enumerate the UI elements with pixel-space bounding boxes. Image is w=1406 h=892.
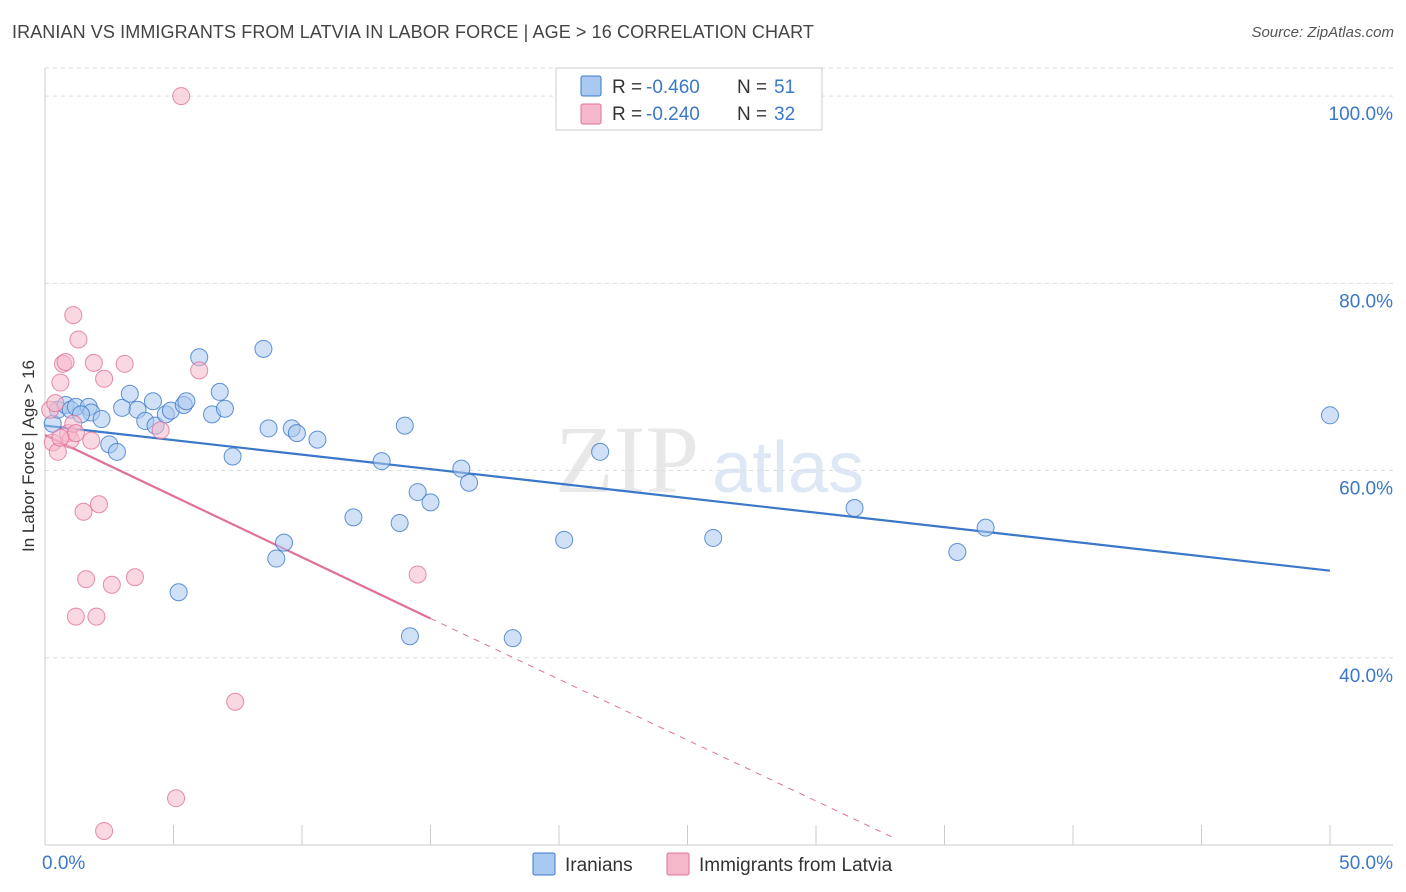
x-tick-label-min: 0.0%: [42, 853, 85, 874]
data-point-series-1: [172, 87, 191, 106]
bottom-legend-label-latvia: Immigrants from Latvia: [699, 855, 893, 876]
gridlines: [45, 67, 1393, 659]
data-point-series-0: [976, 518, 995, 537]
trend-line-series-1: [44, 433, 431, 620]
data-points: [41, 87, 1339, 840]
data-point-series-0: [344, 508, 363, 527]
data-point-series-0: [254, 339, 273, 358]
data-point-series-0: [372, 452, 391, 471]
data-point-series-1: [51, 428, 70, 447]
data-point-series-1: [190, 361, 209, 380]
bottom-legend-swatch-latvia: [666, 852, 690, 876]
legend-r-value-1: -0.460: [646, 77, 700, 98]
data-point-series-0: [287, 424, 306, 443]
data-point-series-0: [223, 447, 242, 466]
data-point-series-0: [210, 382, 229, 401]
data-point-series-0: [421, 493, 440, 512]
bottom-legend-label-iranians: Iranians: [565, 855, 633, 876]
data-point-series-1: [151, 421, 170, 440]
y-tick-label: 60.0%: [1339, 479, 1393, 500]
data-point-series-1: [87, 607, 106, 626]
legend-swatch-latvia: [580, 103, 602, 125]
watermark-atlas: atlas: [712, 428, 864, 508]
data-point-series-1: [82, 431, 101, 450]
y-tick-label: 100.0%: [1329, 104, 1394, 125]
data-point-series-1: [56, 352, 75, 371]
data-point-series-0: [308, 430, 327, 449]
data-point-series-0: [275, 533, 294, 552]
x-tick-label-max: 50.0%: [1339, 853, 1393, 874]
data-point-series-0: [948, 542, 967, 561]
data-point-series-1: [89, 495, 108, 514]
data-point-series-0: [177, 392, 196, 411]
data-point-series-0: [408, 483, 427, 502]
data-point-series-1: [95, 821, 114, 840]
axes: [44, 68, 1393, 846]
data-point-series-1: [69, 330, 88, 349]
data-point-series-0: [259, 419, 278, 438]
data-point-series-0: [460, 473, 479, 492]
data-point-series-0: [215, 399, 234, 418]
data-point-series-1: [95, 369, 114, 388]
data-point-series-1: [77, 570, 96, 589]
data-point-series-1: [64, 306, 83, 325]
data-point-series-1: [408, 565, 427, 584]
data-point-series-0: [267, 549, 286, 568]
data-point-series-1: [51, 373, 70, 392]
legend-n-label-2: N =: [737, 104, 767, 125]
data-point-series-0: [107, 442, 126, 461]
bottom-legend-swatch-iranians: [532, 852, 556, 876]
legend-n-value-1: 51: [774, 77, 795, 98]
trend-line-series-0: [44, 424, 1331, 572]
data-point-series-1: [46, 394, 65, 413]
data-point-series-1: [167, 789, 186, 808]
chart-source: Source: ZipAtlas.com: [1251, 24, 1394, 41]
trend-lines: [44, 424, 1331, 838]
data-point-series-0: [169, 583, 188, 602]
chart-title: IRANIAN VS IMMIGRANTS FROM LATVIA IN LAB…: [12, 22, 815, 42]
watermark-zip: ZIP: [555, 406, 699, 513]
legend-n-value-2: 32: [774, 104, 795, 125]
data-point-series-0: [591, 442, 610, 461]
data-point-series-1: [125, 568, 144, 587]
legend-swatch-iranians: [580, 75, 602, 97]
data-point-series-0: [555, 530, 574, 549]
data-point-series-0: [395, 416, 414, 435]
data-point-series-1: [66, 424, 85, 443]
y-tick-label: 40.0%: [1339, 666, 1393, 687]
series-legend: Iranians Immigrants from Latvia: [532, 852, 893, 876]
data-point-series-1: [115, 354, 134, 373]
legend-r-label-1: R =: [612, 77, 642, 98]
data-point-series-1: [102, 575, 121, 594]
data-point-series-0: [92, 410, 111, 429]
data-point-series-1: [84, 353, 103, 372]
data-point-series-1: [74, 502, 93, 521]
data-point-series-1: [66, 607, 85, 626]
stats-legend: R = -0.460 N = 51 R = -0.240 N = 32: [555, 67, 823, 131]
data-point-series-0: [1321, 406, 1339, 425]
y-axis-label: In Labor Force | Age > 16: [19, 360, 38, 552]
trend-line-extension-series-1: [430, 618, 894, 838]
legend-r-label-2: R =: [612, 104, 642, 125]
data-point-series-0: [704, 528, 723, 547]
data-point-series-0: [390, 513, 409, 532]
data-point-series-1: [226, 692, 245, 711]
data-point-series-0: [120, 384, 139, 403]
data-point-series-0: [503, 629, 522, 648]
data-point-series-0: [143, 392, 162, 411]
y-tick-label: 80.0%: [1339, 291, 1393, 312]
legend-r-value-2: -0.240: [646, 104, 700, 125]
legend-n-label-1: N =: [737, 77, 767, 98]
data-point-series-0: [400, 627, 419, 646]
data-point-series-0: [845, 498, 864, 517]
data-point-series-0: [452, 459, 471, 478]
